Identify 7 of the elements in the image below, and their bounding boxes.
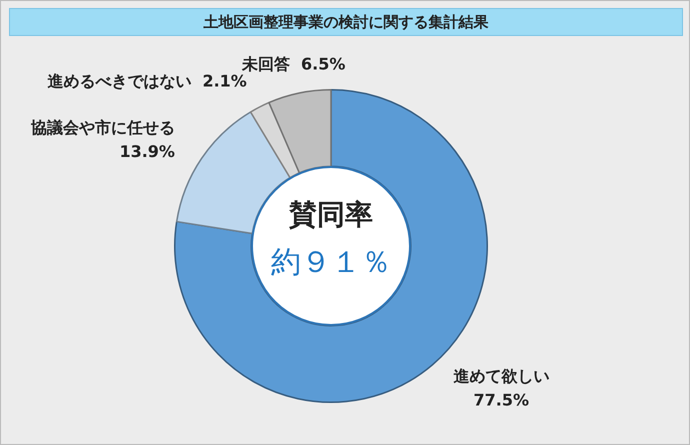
slice-label: 未回答 6.5% [240, 54, 346, 74]
chart-title: 土地区画整理事業の検討に関する集計結果 [9, 8, 683, 36]
data-label: 13.9% [119, 142, 175, 161]
slice-label: 進めるべきではない 2.1% [46, 71, 247, 90]
data-label: 77.5% [474, 390, 530, 410]
slice-label: 進めて欲しい [452, 366, 550, 386]
slice-label: 協議会や市に任せる [30, 118, 175, 137]
